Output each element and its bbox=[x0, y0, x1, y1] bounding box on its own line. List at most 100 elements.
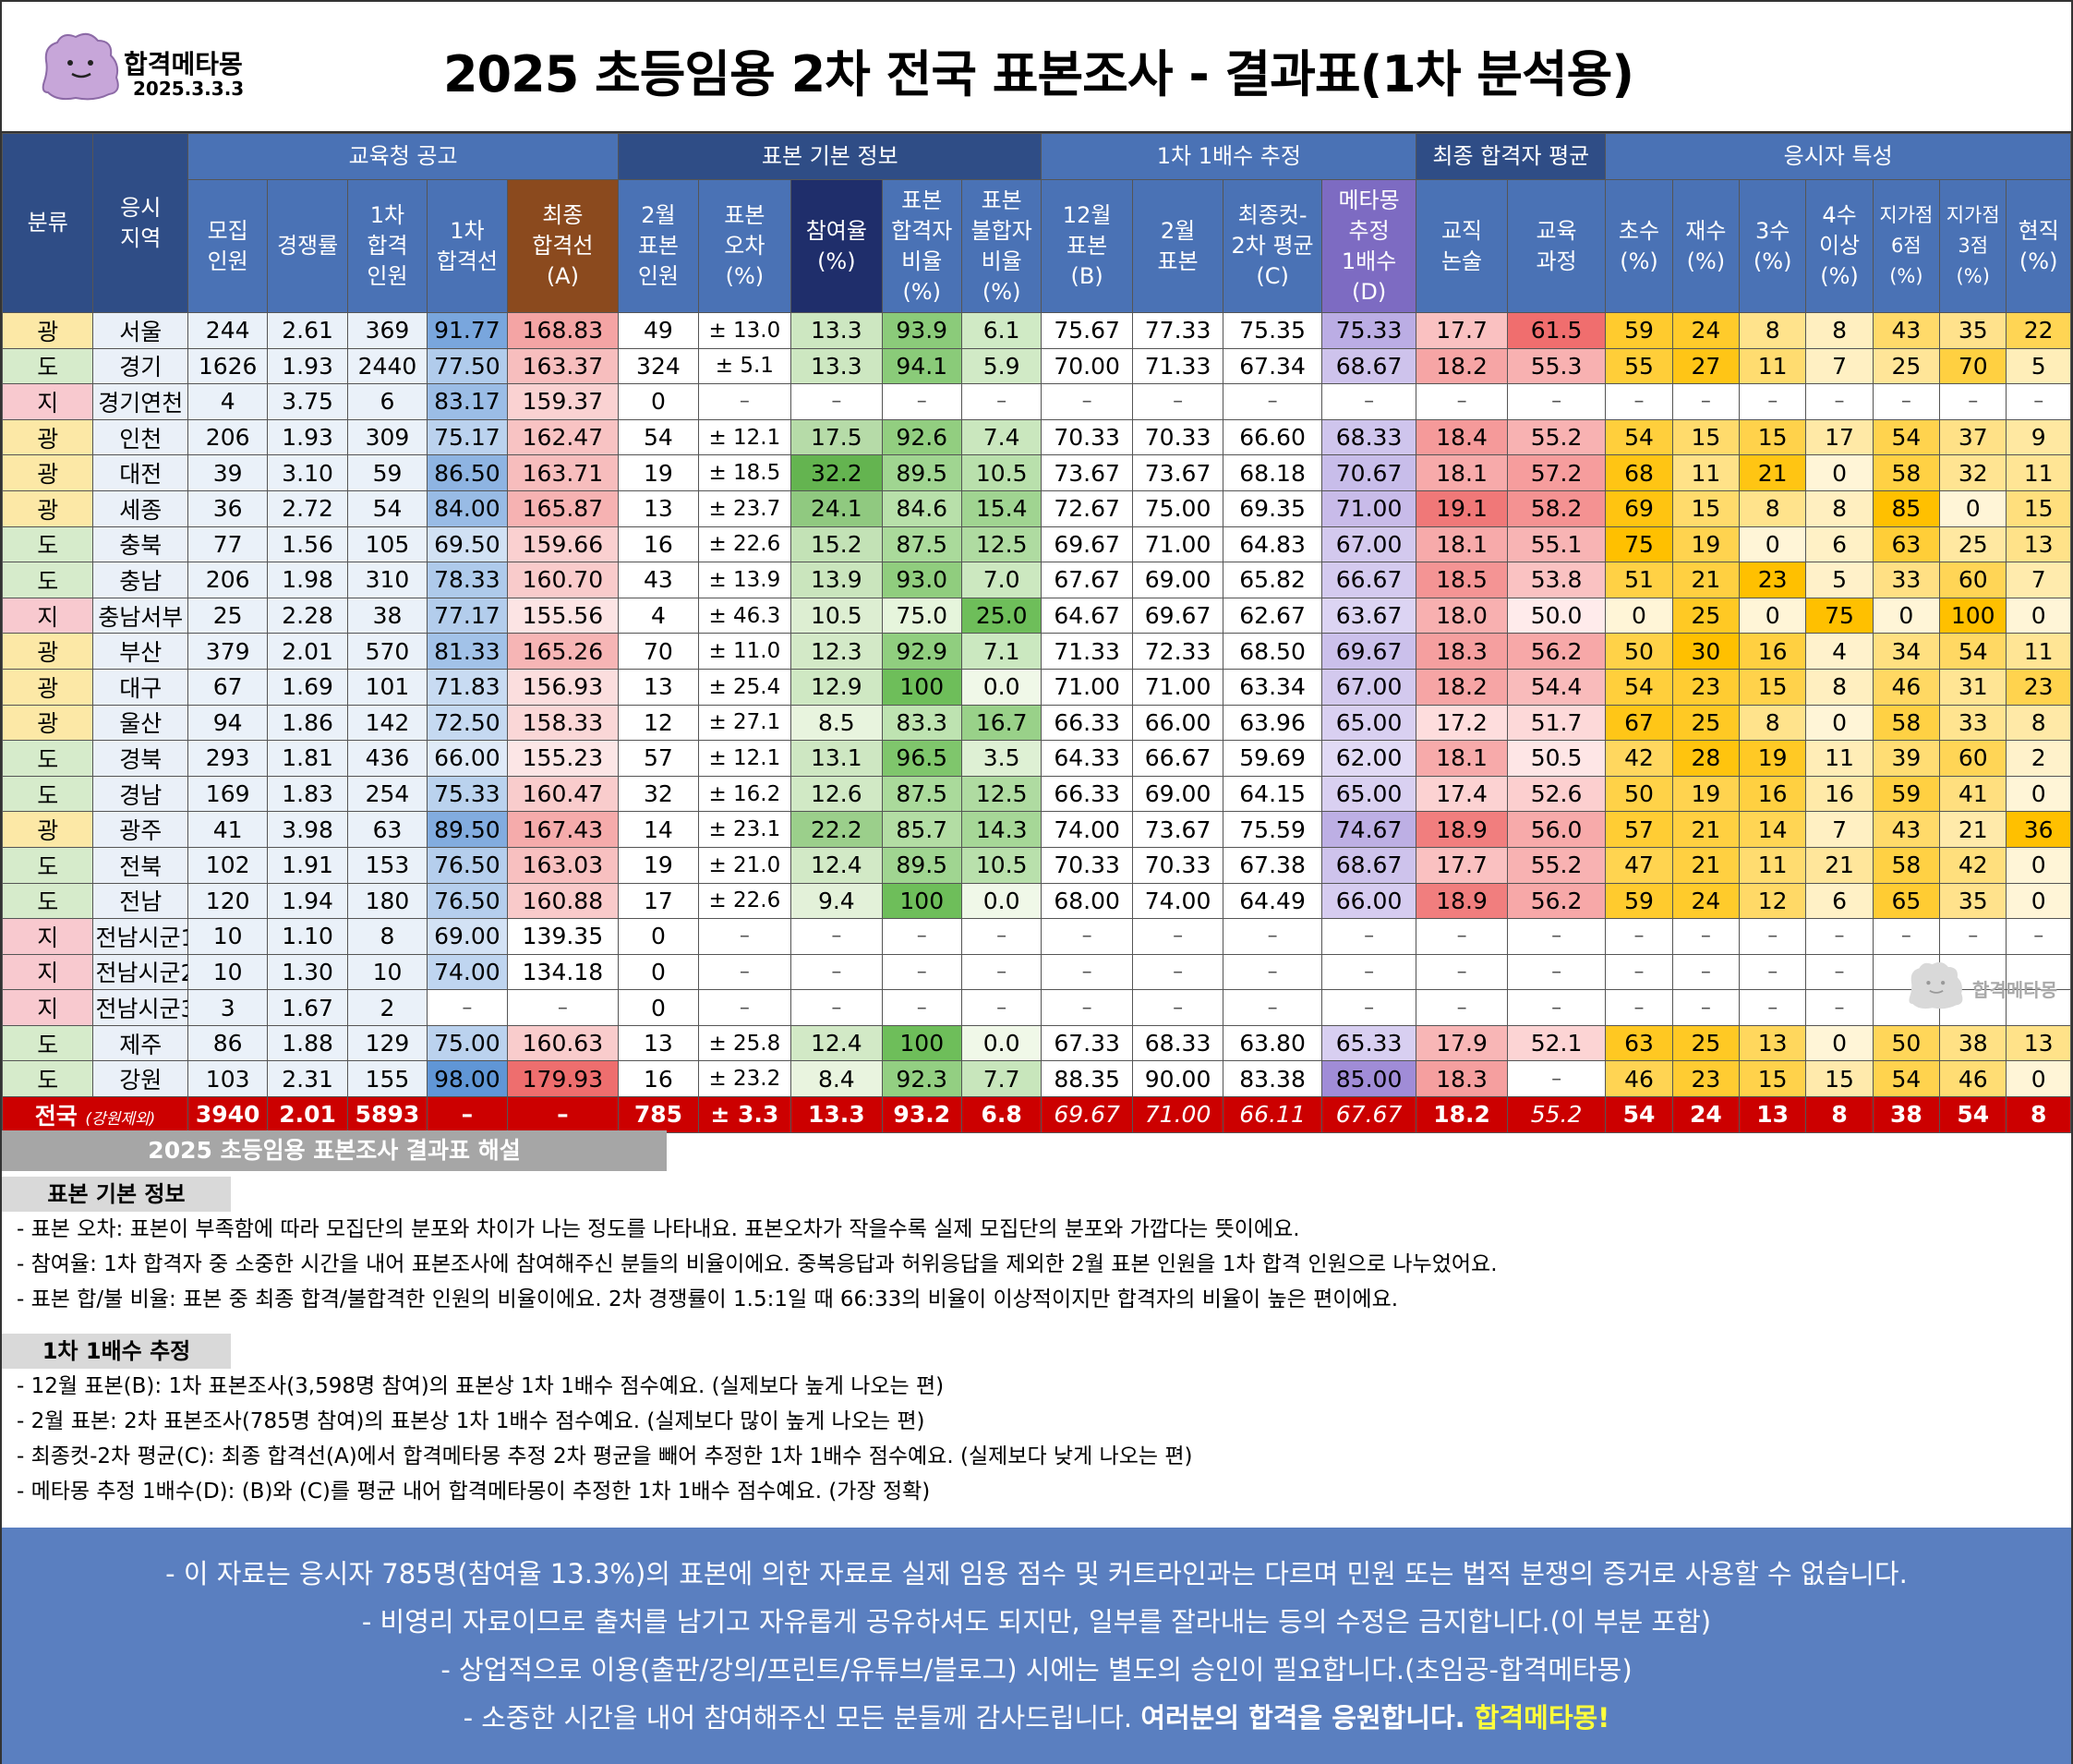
table-cell: 8 bbox=[1805, 312, 1874, 349]
table-cell: 25 bbox=[1671, 597, 1741, 634]
table-cell: 13.3 bbox=[790, 312, 883, 349]
table-cell: – bbox=[1131, 953, 1224, 991]
table-cell: 206 bbox=[187, 418, 269, 456]
table-cell: 69.00 bbox=[1131, 775, 1224, 813]
table-cell: 11 bbox=[1805, 740, 1874, 777]
table-cell: 69.67 bbox=[1320, 633, 1417, 670]
table-cell: 32.2 bbox=[790, 454, 883, 491]
table-cell: 15 bbox=[2006, 489, 2071, 527]
table-cell: 18.4 bbox=[1416, 418, 1508, 456]
table-cell: – bbox=[1739, 383, 1807, 420]
table-cell: 65.00 bbox=[1320, 704, 1417, 742]
table-cell: 68.00 bbox=[1041, 882, 1133, 920]
table-cell: 15 bbox=[1739, 418, 1807, 456]
table-cell: 310 bbox=[346, 562, 428, 598]
table-cell: – bbox=[1416, 989, 1508, 1026]
table-cell: 3 bbox=[187, 989, 269, 1026]
table-cell: 5 bbox=[1805, 562, 1874, 598]
table-cell: 22 bbox=[2006, 312, 2071, 349]
table-cell: 18.3 bbox=[1416, 633, 1508, 670]
table-cell: ± 27.1 bbox=[697, 704, 792, 742]
table-cell: – bbox=[2006, 383, 2071, 420]
table-cell: 100 bbox=[881, 668, 962, 706]
table-cell: – bbox=[1506, 383, 1607, 420]
table-cell: 71.00 bbox=[1131, 668, 1224, 706]
table-cell: 0.0 bbox=[960, 882, 1043, 920]
table-cell: 32 bbox=[1939, 454, 2007, 491]
page-title: 2025 초등임용 2차 전국 표본조사 - 결과표(1차 분석용) bbox=[442, 45, 1634, 103]
table-cell: 73.67 bbox=[1131, 811, 1224, 848]
total-cell: 2.01 bbox=[267, 1096, 348, 1133]
table-cell: 1.56 bbox=[267, 526, 348, 563]
group-applicant-traits: 응시자 특성 bbox=[1605, 133, 2071, 180]
table-cell: ± 23.1 bbox=[697, 811, 792, 848]
table-cell: 6 bbox=[1805, 526, 1874, 563]
table-cell: 71.33 bbox=[1041, 633, 1133, 670]
table-cell: 68.18 bbox=[1223, 454, 1322, 491]
table-cell: 7.1 bbox=[960, 633, 1043, 670]
table-cell: 17.4 bbox=[1416, 775, 1508, 813]
table-cell: 65.00 bbox=[1320, 775, 1417, 813]
table-cell: 54 bbox=[1605, 418, 1673, 456]
table-cell: 12.5 bbox=[960, 526, 1043, 563]
table-cell: – bbox=[697, 383, 792, 420]
table-cell: 52.1 bbox=[1506, 1024, 1607, 1062]
table-cell: 9.4 bbox=[790, 882, 883, 920]
table-cell: 54 bbox=[1872, 418, 1941, 456]
table-cell: 168.83 bbox=[506, 312, 620, 349]
table-cell: 17.7 bbox=[1416, 846, 1508, 884]
table-cell: 68 bbox=[1605, 454, 1673, 491]
table-cell: – bbox=[1131, 383, 1224, 420]
total-label: 전국 (강원제외) bbox=[2, 1096, 188, 1133]
category-badge: 도 bbox=[1, 1024, 94, 1062]
table-cell: – bbox=[697, 953, 792, 991]
table-cell: – bbox=[1506, 918, 1607, 955]
table-cell: 93.0 bbox=[881, 562, 962, 598]
category-badge: 도 bbox=[1, 1060, 94, 1098]
table-cell: 60 bbox=[1939, 740, 2007, 777]
table-cell: 24 bbox=[1671, 882, 1741, 920]
table-cell: 160.70 bbox=[506, 562, 620, 598]
category-badge: 도 bbox=[1, 347, 94, 385]
table-cell: 25 bbox=[1671, 704, 1741, 742]
brand-signature: 합격메타몽! bbox=[1464, 1702, 1610, 1734]
table-cell: 38 bbox=[346, 597, 428, 634]
table-cell: – bbox=[1671, 383, 1741, 420]
table-cell: 69 bbox=[1605, 489, 1673, 527]
table-cell: 94 bbox=[187, 704, 269, 742]
table-cell: 13 bbox=[618, 668, 699, 706]
col-header-17: 교직 논술 bbox=[1416, 179, 1508, 313]
category-badge: 도 bbox=[1, 562, 94, 598]
category-badge: 도 bbox=[1, 846, 94, 884]
table-cell: – bbox=[960, 989, 1043, 1026]
table-cell: 64.67 bbox=[1041, 597, 1133, 634]
table-cell: ± 46.3 bbox=[697, 597, 792, 634]
table-cell: – bbox=[1223, 953, 1322, 991]
table-cell: 41 bbox=[1939, 775, 2007, 813]
category-badge: 지 bbox=[1, 953, 94, 991]
table-cell: 54 bbox=[346, 489, 428, 527]
table-row: 광 인천 206 1.93 309 75.17 162.47 54 ± 12.1 17.5 92.6… bbox=[1, 418, 2071, 456]
col-header-13: 12월 표본 (B) bbox=[1041, 179, 1133, 313]
group-office-notice: 교육청 공고 bbox=[187, 133, 620, 180]
note-line: - 표본 오차: 표본이 부족함에 따라 모집단의 분포와 차이가 나는 정도를… bbox=[17, 1217, 1300, 1241]
table-cell: 87.5 bbox=[881, 775, 962, 813]
category-badge: 지 bbox=[1, 918, 94, 955]
table-cell: 21 bbox=[1671, 846, 1741, 884]
group-final-avg: 최종 합격자 평균 bbox=[1416, 133, 1607, 180]
total-label-text: 전국 bbox=[34, 1102, 78, 1130]
table-cell: 89.5 bbox=[881, 454, 962, 491]
category-badge: 지 bbox=[1, 989, 94, 1026]
table-cell: 54.4 bbox=[1506, 668, 1607, 706]
table-cell: 59 bbox=[346, 454, 428, 491]
table-cell: 0 bbox=[1805, 454, 1874, 491]
table-cell: 18.1 bbox=[1416, 740, 1508, 777]
table-cell: 67.34 bbox=[1223, 347, 1322, 385]
total-cell: 55.2 bbox=[1506, 1096, 1607, 1133]
region-name: 강원 bbox=[92, 1060, 188, 1098]
table-cell: 75 bbox=[1605, 526, 1673, 563]
table-cell: 75.67 bbox=[1041, 312, 1133, 349]
table-cell: 15 bbox=[1739, 1060, 1807, 1098]
table-cell: – bbox=[1131, 989, 1224, 1026]
table-cell: 67.67 bbox=[1041, 562, 1133, 598]
